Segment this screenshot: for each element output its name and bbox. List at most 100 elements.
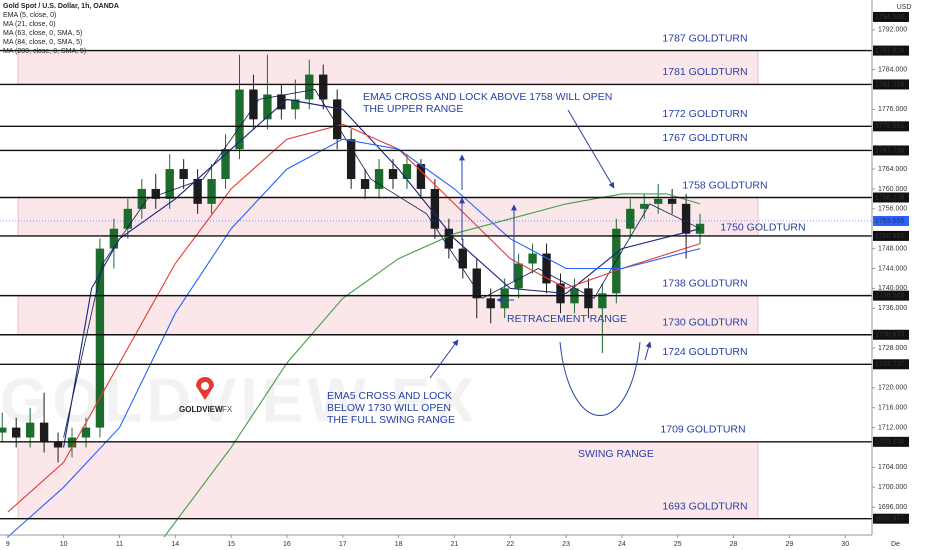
candle-body bbox=[416, 164, 426, 189]
level-text: 1758 GOLDTURN bbox=[682, 179, 767, 191]
y-tick-label: 1776.000 bbox=[878, 106, 907, 113]
legend-entry: MA (63, close, 0, SMA, 5) bbox=[3, 30, 82, 37]
y-tick-label: 1712.000 bbox=[878, 424, 907, 431]
y-tick-label: 1764.000 bbox=[878, 166, 907, 173]
ma-line bbox=[163, 193, 701, 538]
y-tick-label: 1736.000 bbox=[878, 305, 907, 312]
candle-body bbox=[430, 188, 440, 229]
x-tick-label: 23 bbox=[562, 541, 570, 548]
level-text: 1787 GOLDTURN bbox=[662, 32, 747, 44]
chart-title: Gold Spot / U.S. Dollar, 1h, OANDA bbox=[3, 3, 119, 10]
ma-line bbox=[63, 89, 701, 438]
candle-body bbox=[346, 139, 356, 179]
x-tick-label: 30 bbox=[841, 541, 849, 548]
legend-entry: MA (200, close, 0, SMA, 5) bbox=[3, 48, 86, 55]
price-tag-label: 1724.737 bbox=[875, 361, 904, 368]
x-tick-label: 15 bbox=[227, 541, 235, 548]
candle-body bbox=[221, 149, 230, 179]
annotation: EMA5 CROSS AND LOCK bbox=[327, 390, 452, 402]
candle-body bbox=[486, 298, 495, 309]
y-tick-label: 1720.000 bbox=[878, 385, 907, 392]
y-tick-label: 1704.000 bbox=[878, 464, 907, 471]
price-tag-label: 1693.677 bbox=[875, 516, 904, 523]
candle-body bbox=[598, 293, 607, 309]
price-tag bbox=[873, 230, 909, 241]
price-tag-label: 1730.673 bbox=[875, 332, 904, 339]
price-tag bbox=[873, 215, 909, 226]
x-tick-label: 24 bbox=[618, 541, 626, 548]
candle-body bbox=[667, 198, 677, 204]
candle-body bbox=[640, 203, 649, 209]
y-tick-label: 1760.000 bbox=[878, 186, 907, 193]
candle-body bbox=[291, 99, 300, 110]
candle-body bbox=[95, 248, 105, 428]
candle-body bbox=[193, 178, 202, 204]
price-tag bbox=[873, 121, 909, 132]
zone bbox=[17, 50, 759, 85]
x-tick-label: 22 bbox=[506, 541, 514, 548]
x-tick-label: 18 bbox=[395, 541, 403, 548]
candle-body bbox=[654, 198, 663, 204]
price-tag-label: 1787.824 bbox=[875, 47, 904, 54]
level-text: 1693 GOLDTURN bbox=[662, 500, 747, 512]
ma-line bbox=[7, 123, 701, 513]
watermark: GOLDVIEW FX bbox=[0, 366, 478, 435]
price-tag-label: 1738.542 bbox=[875, 292, 904, 299]
y-tick-label: 1716.000 bbox=[878, 405, 907, 412]
level-text: 1709 GOLDTURN bbox=[660, 424, 745, 436]
level-text: 1772 GOLDTURN bbox=[662, 108, 747, 120]
price-axis bbox=[872, 0, 932, 550]
candle-body bbox=[53, 442, 63, 448]
candle-body bbox=[25, 422, 35, 438]
price-tag bbox=[873, 192, 909, 203]
candle-body bbox=[514, 263, 523, 289]
price-tag bbox=[873, 436, 909, 447]
candle-body bbox=[402, 164, 412, 179]
candle-body bbox=[165, 169, 174, 199]
price-tag-label: 1781.016 bbox=[875, 81, 904, 88]
price-tag bbox=[873, 79, 909, 90]
candle-body bbox=[12, 427, 21, 438]
ma-line bbox=[63, 98, 701, 448]
candle-body bbox=[528, 253, 537, 264]
level-text: 1730 GOLDTURN bbox=[662, 317, 747, 329]
level-text: 1781 GOLDTURN bbox=[662, 66, 747, 78]
candle-body bbox=[123, 208, 133, 229]
candle-body bbox=[305, 74, 314, 100]
x-tick-label: 28 bbox=[730, 541, 738, 548]
candle-body bbox=[137, 188, 146, 209]
y-tick-label: 1696.000 bbox=[878, 504, 907, 511]
candle-body bbox=[542, 253, 551, 284]
price-tag-label: 1758.278 bbox=[875, 194, 904, 201]
x-tick-label: 21 bbox=[451, 541, 459, 548]
price-tag bbox=[873, 359, 909, 370]
candle-body bbox=[333, 99, 342, 140]
x-tick-label: 16 bbox=[283, 541, 291, 548]
candle-body bbox=[81, 427, 91, 438]
arrows bbox=[429, 109, 652, 416]
price-tag bbox=[873, 45, 909, 56]
x-tick-label: 11 bbox=[116, 541, 123, 548]
candle-body bbox=[207, 178, 216, 204]
candle-body bbox=[584, 288, 593, 309]
candle-body bbox=[109, 228, 119, 249]
x-tick-label: 9 bbox=[6, 541, 10, 548]
candle-body bbox=[626, 208, 635, 229]
ma-line bbox=[7, 138, 701, 538]
annotation: THE FULL SWING RANGE bbox=[327, 414, 455, 426]
price-tag-label: 1753.555 bbox=[875, 218, 904, 225]
candle-body bbox=[0, 427, 7, 433]
y-tick-label: 1748.000 bbox=[878, 245, 907, 252]
annotation: THE UPPER RANGE bbox=[363, 103, 463, 115]
logo: GOLDVIEW FX bbox=[179, 377, 233, 414]
price-tag-label: 1709.138 bbox=[875, 439, 904, 446]
candle-body bbox=[179, 169, 188, 179]
annotation: SWING RANGE bbox=[578, 448, 654, 460]
price-tag bbox=[873, 145, 909, 156]
price-tag bbox=[873, 290, 909, 301]
y-tick-label: 1728.000 bbox=[878, 345, 907, 352]
annotation: BELOW 1730 WILL OPEN bbox=[327, 402, 451, 414]
candle-body bbox=[249, 89, 258, 120]
candle-body bbox=[235, 89, 244, 150]
candle-body bbox=[444, 228, 454, 249]
